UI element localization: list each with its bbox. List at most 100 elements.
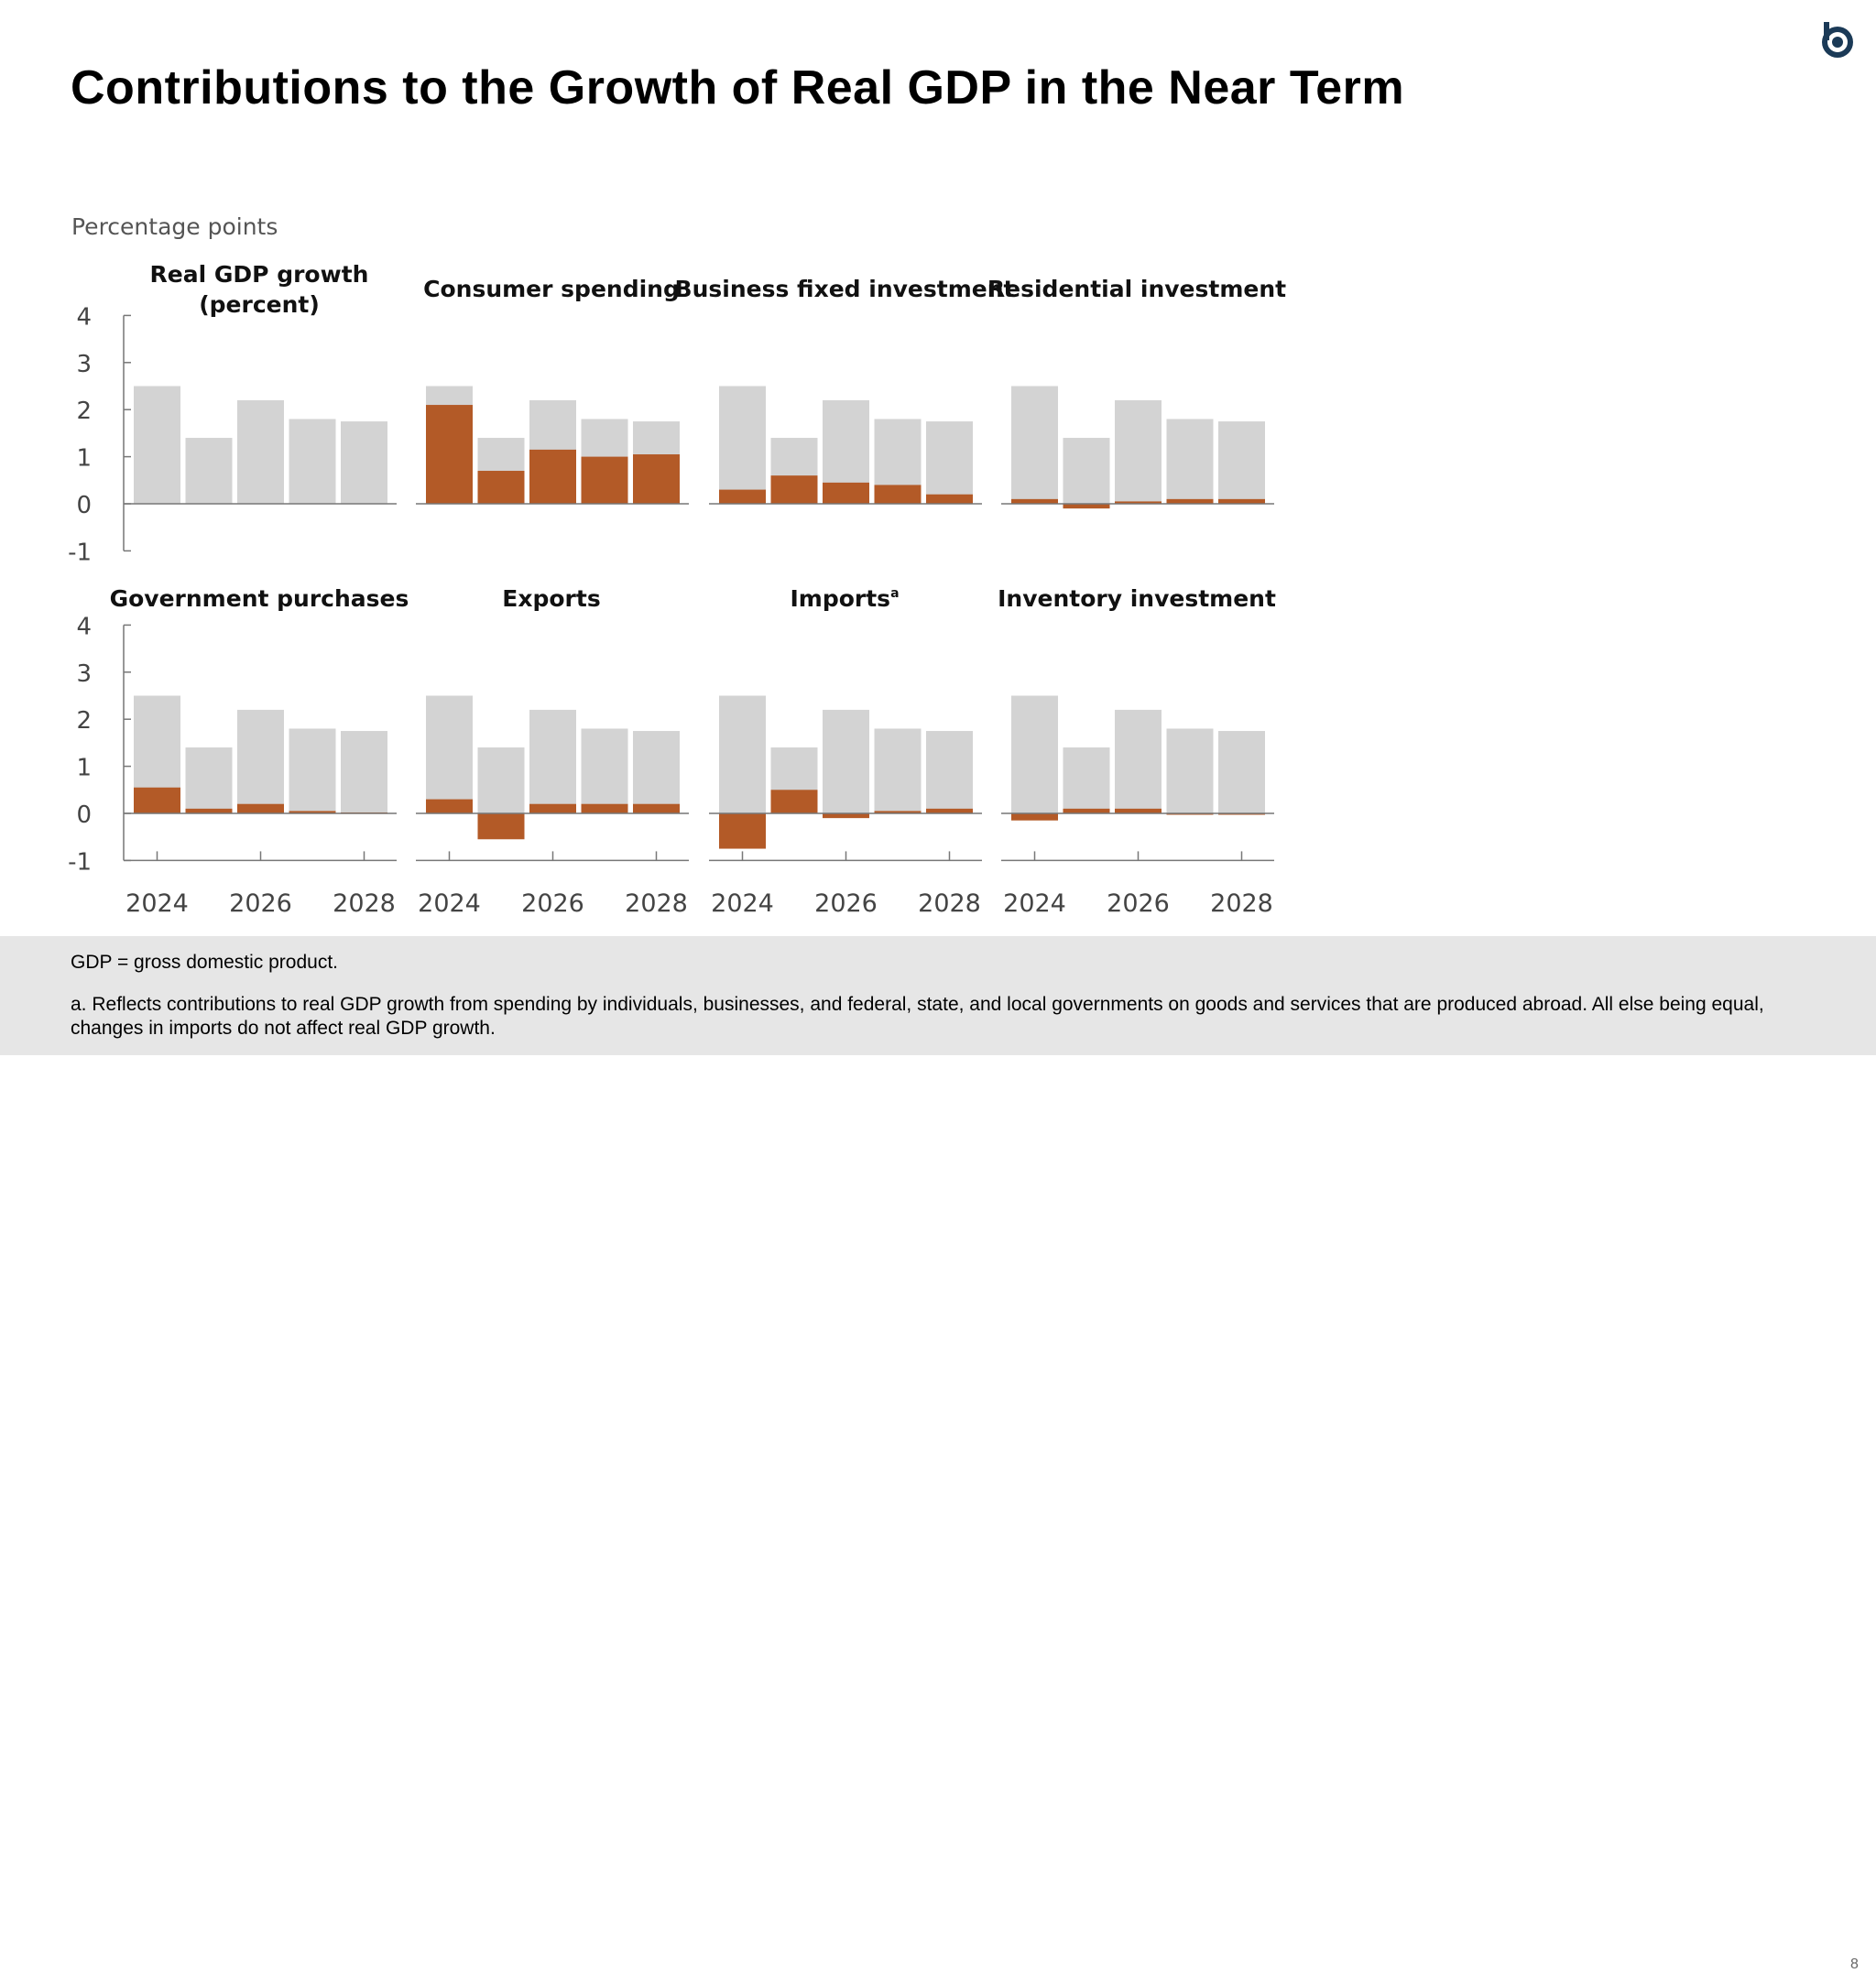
panel-government-purchases: Government purchases 4 3 2 1 0 -1 2024 2026 2028 bbox=[68, 585, 409, 918]
x-tick-label: 2028 bbox=[918, 889, 981, 918]
contribution-bar bbox=[237, 803, 284, 813]
contribution-bar bbox=[134, 787, 180, 813]
contribution-bar bbox=[185, 808, 233, 813]
contribution-bar bbox=[426, 405, 473, 504]
x-tick-label: 2026 bbox=[229, 889, 292, 918]
contribution-bar bbox=[1063, 808, 1110, 813]
y-tick-label: 3 bbox=[76, 351, 92, 378]
footnotes: GDP = gross domestic product. a. Reflect… bbox=[0, 936, 1876, 1972]
panel-title: (percent) bbox=[199, 291, 320, 318]
x-tick-label: 2028 bbox=[1210, 889, 1273, 918]
x-tick-label: 2026 bbox=[1107, 889, 1170, 918]
page-title: Contributions to the Growth of Real GDP … bbox=[71, 61, 1405, 114]
total-bar bbox=[1011, 386, 1058, 504]
panel-title: Importsa bbox=[790, 585, 899, 612]
y-tick-label: 0 bbox=[76, 492, 92, 519]
contribution-bar bbox=[1166, 498, 1214, 504]
total-bar bbox=[1166, 419, 1214, 504]
contribution-bar bbox=[719, 489, 766, 504]
logo-icon bbox=[1822, 22, 1853, 58]
panel-inventory-investment: Inventory investment 2024 2026 2028 bbox=[998, 585, 1276, 918]
footnote-gdp: GDP = gross domestic product. bbox=[71, 952, 338, 973]
x-tick-label: 2024 bbox=[418, 889, 481, 918]
total-bar bbox=[237, 709, 284, 813]
contribution-bar bbox=[926, 494, 973, 504]
contribution-bar bbox=[823, 482, 869, 504]
y-axis-label: Percentage points bbox=[71, 213, 278, 240]
x-tick-label: 2024 bbox=[711, 889, 774, 918]
total-bar bbox=[1063, 747, 1110, 813]
total-bar bbox=[581, 728, 628, 813]
total-bar bbox=[874, 728, 922, 813]
y-tick-label: 2 bbox=[76, 398, 92, 425]
total-bar bbox=[823, 709, 869, 813]
total-bar bbox=[1166, 728, 1214, 813]
contribution-bar bbox=[477, 813, 525, 840]
x-tick-label: 2026 bbox=[814, 889, 878, 918]
total-bar bbox=[289, 728, 336, 813]
contribution-bar bbox=[289, 811, 336, 813]
contribution-bar bbox=[1115, 501, 1162, 504]
total-bar bbox=[289, 419, 336, 504]
total-bar bbox=[1011, 695, 1058, 813]
panel-exports: Exports 2024 2026 2028 bbox=[416, 585, 689, 918]
x-tick-label: 2026 bbox=[521, 889, 584, 918]
contribution-bar bbox=[874, 485, 922, 504]
contribution-bar bbox=[529, 449, 576, 504]
panel-title: Real GDP growth bbox=[150, 261, 369, 288]
contribution-bar bbox=[581, 803, 628, 813]
x-tick-label: 2028 bbox=[625, 889, 688, 918]
page-number: 8 bbox=[1850, 1957, 1859, 1972]
panel-title: Inventory investment bbox=[998, 585, 1276, 612]
y-tick-label: 1 bbox=[76, 445, 92, 473]
contribution-bar bbox=[633, 454, 680, 504]
contribution-bar bbox=[874, 811, 922, 813]
panel-title: Government purchases bbox=[110, 585, 409, 612]
total-bar bbox=[719, 386, 766, 504]
total-bar bbox=[1218, 421, 1265, 504]
total-bar bbox=[1063, 438, 1110, 504]
total-bar bbox=[134, 386, 180, 504]
contribution-bar bbox=[770, 475, 818, 504]
x-tick-label: 2024 bbox=[1003, 889, 1066, 918]
panel-imports: Importsa 2024 2026 2028 bbox=[709, 585, 982, 918]
total-bar bbox=[1115, 399, 1162, 504]
total-bar bbox=[477, 747, 525, 813]
footnote-a: a. Reflects contributions to real GDP gr… bbox=[71, 994, 1764, 1039]
panel-consumer-spending: Consumer spending bbox=[416, 276, 689, 505]
panel-title: Exports bbox=[502, 585, 600, 612]
total-bar bbox=[426, 695, 473, 813]
panel-business-fixed-investment: Business fixed investment bbox=[675, 276, 1015, 505]
contribution-bar bbox=[426, 799, 473, 813]
panel-residential-investment: Residential investment bbox=[987, 276, 1286, 509]
y-tick-label: 3 bbox=[76, 660, 92, 688]
panel-title: Residential investment bbox=[987, 276, 1286, 302]
total-bar bbox=[237, 399, 284, 504]
contribution-bar bbox=[477, 471, 525, 504]
x-tick-label: 2024 bbox=[125, 889, 189, 918]
contribution-bar bbox=[529, 803, 576, 813]
total-bar bbox=[926, 421, 973, 504]
y-tick-label: 2 bbox=[76, 707, 92, 735]
contribution-bar bbox=[1218, 498, 1265, 504]
total-bar bbox=[341, 421, 387, 504]
total-bar bbox=[633, 731, 680, 813]
total-bar bbox=[341, 731, 387, 813]
contribution-bar bbox=[581, 456, 628, 504]
panel-real-gdp-growth-percent-: Real GDP growth (percent) 4 3 2 1 0 -1 bbox=[68, 261, 397, 566]
x-tick-label: 2028 bbox=[333, 889, 396, 918]
panel-title: Business fixed investment bbox=[675, 276, 1015, 302]
total-bar bbox=[185, 747, 233, 813]
y-tick-label: 1 bbox=[76, 755, 92, 782]
total-bar bbox=[926, 731, 973, 813]
y-tick-label: 0 bbox=[76, 801, 92, 829]
contribution-bar bbox=[926, 808, 973, 813]
chart-area: Percentage points Real GDP growth (percent… bbox=[68, 213, 1286, 918]
total-bar bbox=[1115, 709, 1162, 813]
contribution-bar bbox=[633, 803, 680, 813]
contribution-bar bbox=[1011, 498, 1058, 504]
total-bar bbox=[719, 695, 766, 813]
panel-title: Consumer spending bbox=[423, 276, 680, 302]
y-tick-label: -1 bbox=[68, 848, 92, 876]
total-bar bbox=[1218, 731, 1265, 813]
